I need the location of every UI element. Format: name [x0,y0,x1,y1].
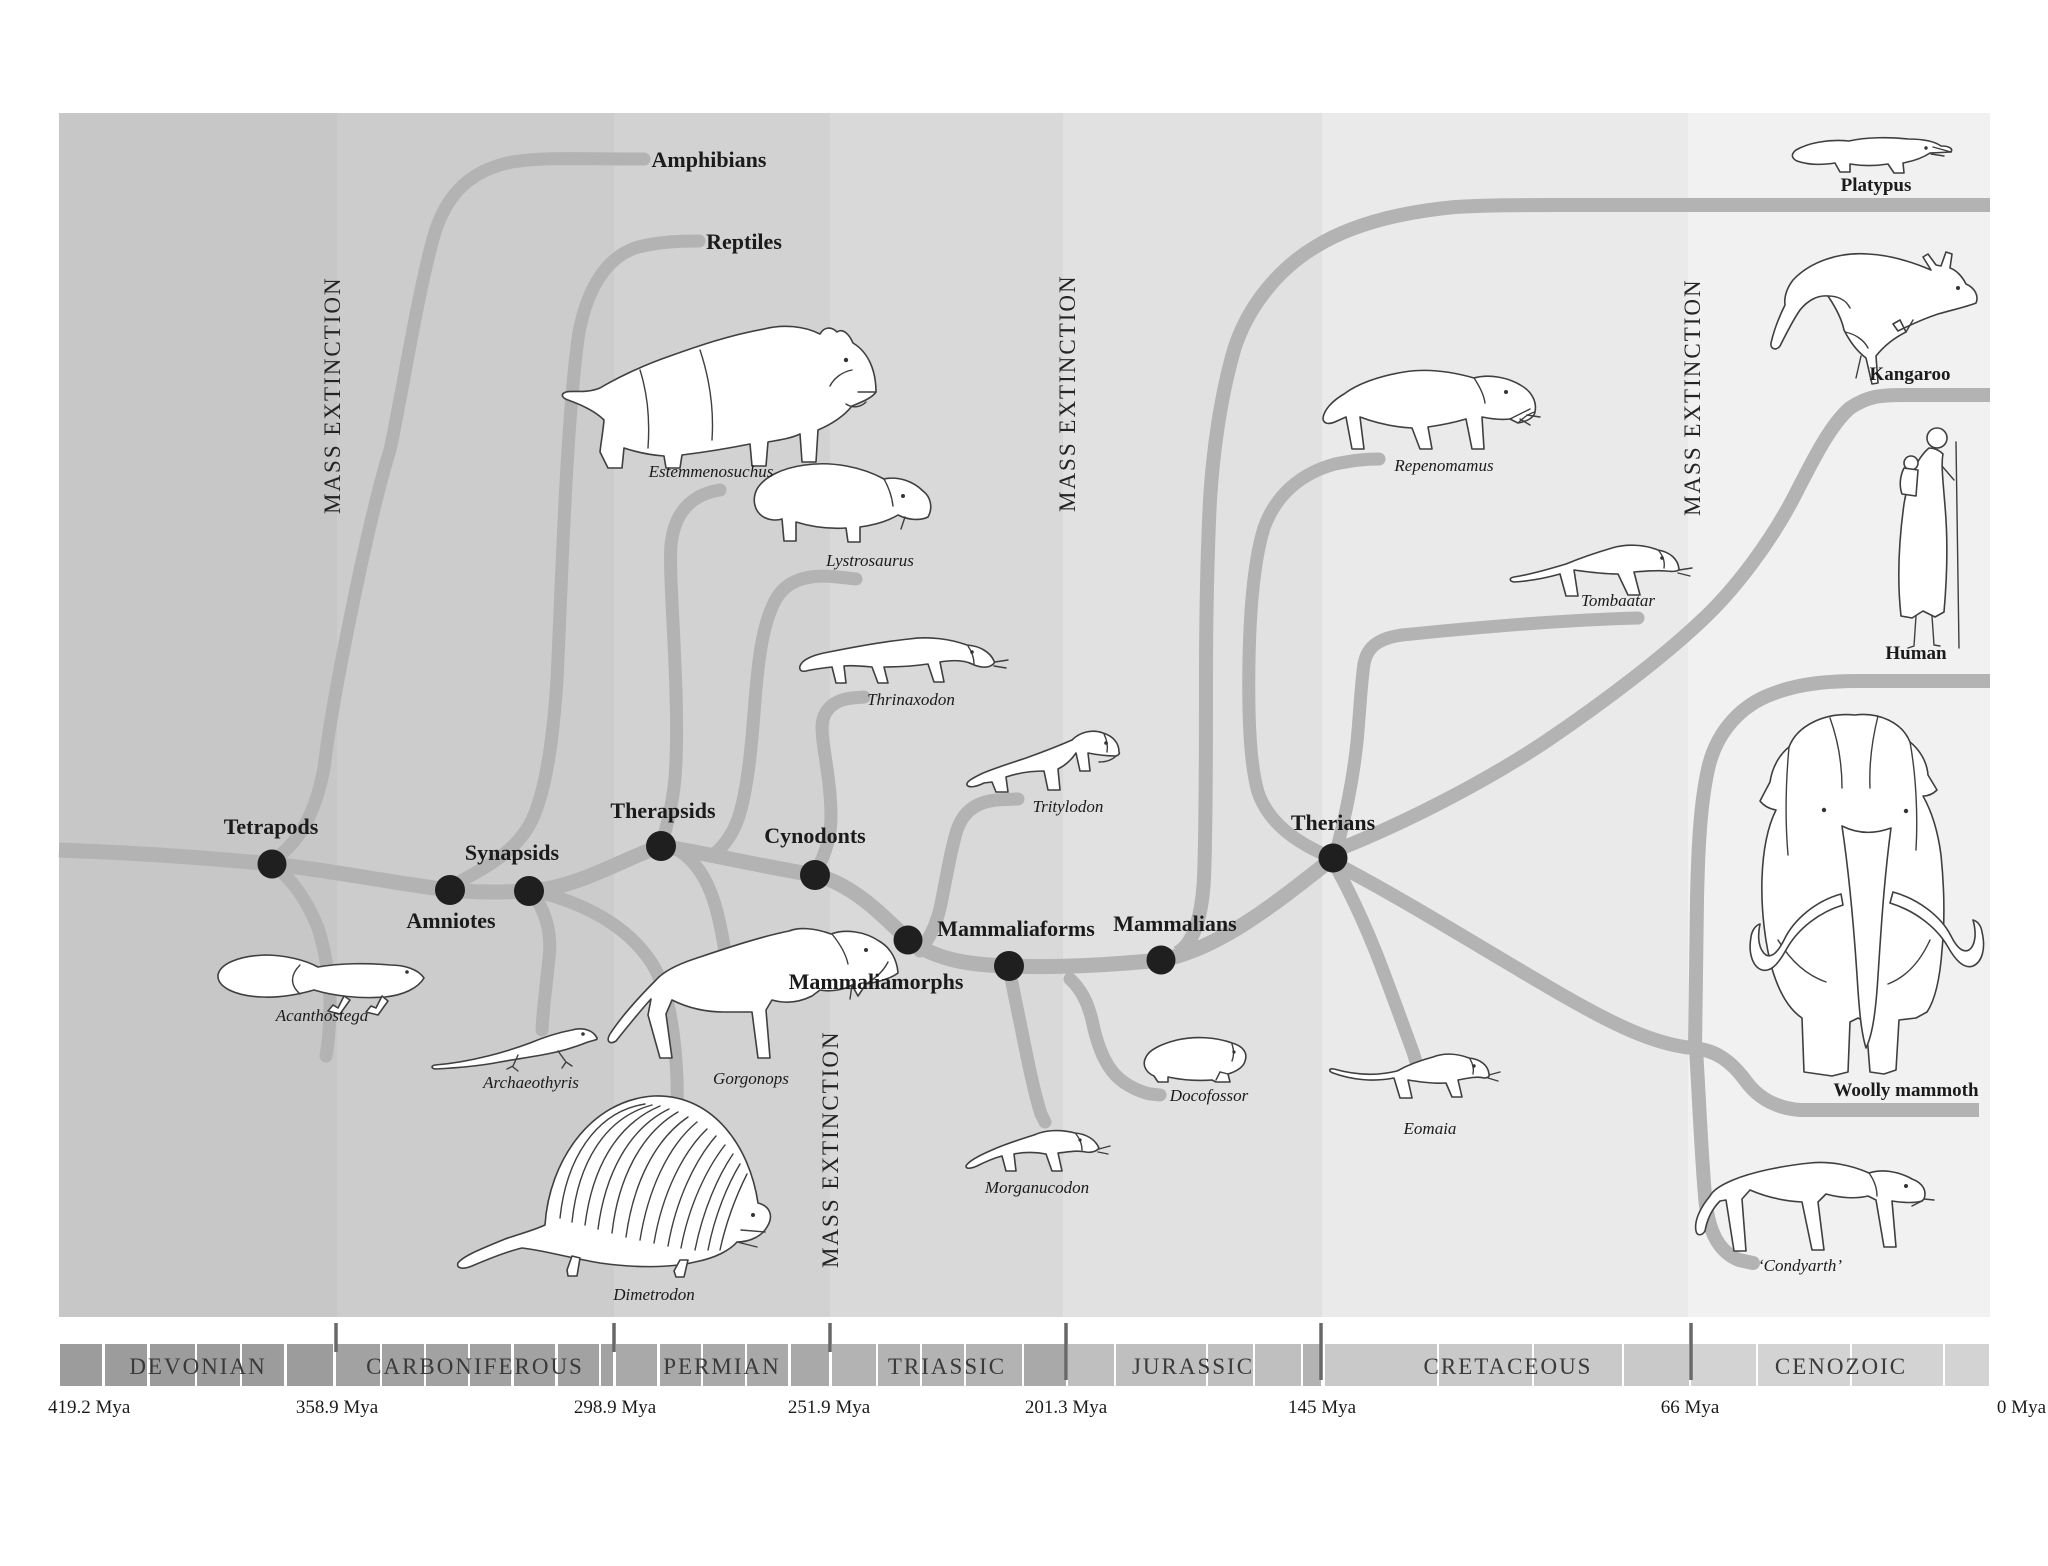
svg-text:Tombaatar: Tombaatar [1581,591,1655,610]
svg-text:MASS EXTINCTION: MASS EXTINCTION [1055,274,1080,512]
svg-text:Mammalians: Mammalians [1113,911,1237,936]
svg-text:MASS EXTINCTION: MASS EXTINCTION [1680,278,1705,516]
svg-text:145 Mya: 145 Mya [1288,1397,1357,1418]
svg-text:358.9 Mya: 358.9 Mya [296,1397,379,1418]
svg-text:Docofossor: Docofossor [1169,1086,1249,1105]
svg-text:TRIASSIC: TRIASSIC [888,1354,1006,1379]
svg-text:MASS EXTINCTION: MASS EXTINCTION [320,276,345,514]
svg-text:Tritylodon: Tritylodon [1033,797,1104,816]
svg-text:Mammaliamorphs: Mammaliamorphs [789,969,964,994]
svg-text:Eomaia: Eomaia [1403,1119,1457,1138]
svg-text:JURASSIC: JURASSIC [1132,1354,1254,1379]
svg-text:Synapsids: Synapsids [465,840,560,865]
svg-text:Thrinaxodon: Thrinaxodon [867,690,955,709]
svg-text:0 Mya: 0 Mya [1997,1397,2047,1418]
svg-text:201.3 Mya: 201.3 Mya [1025,1397,1108,1418]
svg-text:Mammaliaforms: Mammaliaforms [937,916,1095,941]
svg-text:Therapsids: Therapsids [610,798,716,823]
svg-text:Acanthostega: Acanthostega [275,1006,369,1025]
svg-text:Dimetrodon: Dimetrodon [612,1285,695,1304]
svg-text:Woolly mammoth: Woolly mammoth [1833,1080,1979,1101]
svg-text:298.9 Mya: 298.9 Mya [574,1397,657,1418]
svg-text:66 Mya: 66 Mya [1661,1397,1720,1418]
svg-text:‘Condyarth’: ‘Condyarth’ [1758,1256,1842,1275]
svg-text:Human: Human [1885,643,1947,664]
svg-text:DEVONIAN: DEVONIAN [129,1354,266,1379]
svg-text:Tetrapods: Tetrapods [224,814,319,839]
svg-text:419.2 Mya: 419.2 Mya [48,1397,131,1418]
svg-text:Kangaroo: Kangaroo [1870,364,1951,385]
svg-text:Reptiles: Reptiles [706,229,782,254]
svg-text:Cynodonts: Cynodonts [764,823,866,848]
svg-text:Repenomamus: Repenomamus [1393,456,1494,475]
svg-text:Archaeothyris: Archaeothyris [482,1073,579,1092]
svg-text:Gorgonops: Gorgonops [713,1069,789,1088]
svg-text:CRETACEOUS: CRETACEOUS [1424,1354,1593,1379]
svg-text:CENOZOIC: CENOZOIC [1775,1354,1907,1379]
svg-text:Platypus: Platypus [1841,175,1912,196]
svg-text:CARBONIFEROUS: CARBONIFEROUS [366,1354,584,1379]
svg-text:PERMIAN: PERMIAN [663,1354,781,1379]
svg-text:Estemmenosuchus: Estemmenosuchus [648,462,774,481]
svg-text:Morganucodon: Morganucodon [984,1178,1089,1197]
svg-text:Therians: Therians [1291,810,1376,835]
svg-text:Amphibians: Amphibians [652,147,767,172]
svg-text:251.9 Mya: 251.9 Mya [788,1397,871,1418]
svg-text:MASS EXTINCTION: MASS EXTINCTION [818,1030,843,1268]
svg-text:Lystrosaurus: Lystrosaurus [825,551,914,570]
svg-text:Amniotes: Amniotes [406,908,496,933]
